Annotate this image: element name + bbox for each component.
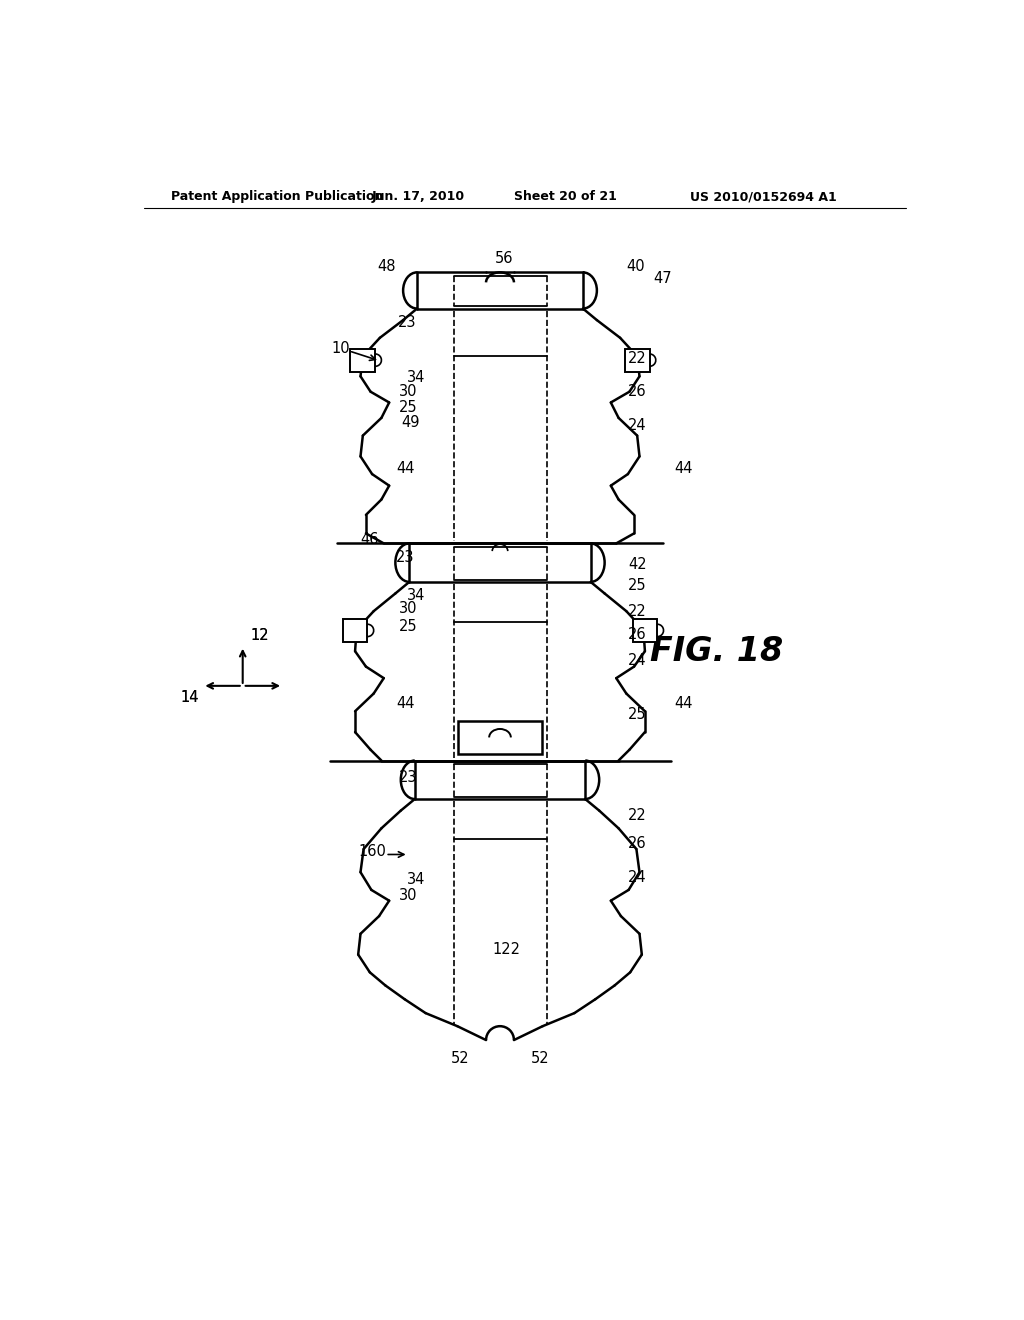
- Text: 44: 44: [675, 461, 693, 477]
- Text: 23: 23: [397, 315, 416, 330]
- Text: 34: 34: [408, 371, 426, 385]
- Text: 25: 25: [628, 578, 646, 593]
- Text: 12: 12: [251, 628, 269, 643]
- Text: 48: 48: [377, 259, 395, 273]
- Text: 10: 10: [332, 341, 350, 356]
- Text: 122: 122: [493, 941, 520, 957]
- Text: 30: 30: [399, 602, 418, 616]
- Text: 34: 34: [408, 873, 426, 887]
- Bar: [350, 348, 375, 372]
- Text: 25: 25: [628, 706, 646, 722]
- Text: 49: 49: [401, 414, 420, 430]
- Text: 146: 146: [490, 730, 518, 744]
- Text: 34: 34: [408, 589, 426, 603]
- Text: 14: 14: [181, 690, 200, 705]
- Text: 23: 23: [399, 770, 418, 785]
- Text: 14: 14: [181, 690, 200, 705]
- Text: US 2010/0152694 A1: US 2010/0152694 A1: [690, 190, 837, 203]
- Text: 26: 26: [628, 836, 646, 851]
- Text: Jun. 17, 2010: Jun. 17, 2010: [372, 190, 465, 203]
- Text: 46: 46: [360, 532, 379, 546]
- Text: 160: 160: [358, 843, 386, 859]
- Text: 47: 47: [653, 271, 672, 286]
- Text: 24: 24: [628, 870, 646, 886]
- Text: 56: 56: [495, 251, 513, 267]
- Text: 22: 22: [628, 351, 646, 366]
- Text: 30: 30: [399, 384, 418, 399]
- Text: 40: 40: [627, 259, 645, 273]
- Bar: [625, 348, 649, 372]
- Text: 44: 44: [396, 696, 415, 711]
- Text: 26: 26: [628, 384, 646, 399]
- Text: 52: 52: [531, 1051, 550, 1067]
- Text: 23: 23: [396, 549, 415, 565]
- Text: 44: 44: [396, 461, 415, 477]
- Text: 52: 52: [451, 1051, 469, 1067]
- Bar: [343, 619, 368, 642]
- Text: 22: 22: [628, 808, 646, 824]
- Text: 22: 22: [628, 603, 646, 619]
- Text: 44: 44: [675, 696, 693, 711]
- Text: 26: 26: [628, 627, 646, 642]
- Text: 24: 24: [628, 418, 646, 433]
- Text: 42: 42: [628, 557, 646, 573]
- Text: 30: 30: [399, 888, 418, 903]
- Text: Patent Application Publication: Patent Application Publication: [171, 190, 383, 203]
- Text: 12: 12: [251, 628, 269, 643]
- Bar: [633, 619, 657, 642]
- Text: 25: 25: [399, 619, 418, 634]
- Text: Sheet 20 of 21: Sheet 20 of 21: [514, 190, 617, 203]
- Text: 24: 24: [628, 653, 646, 668]
- Text: 25: 25: [399, 400, 418, 414]
- Bar: [458, 721, 542, 755]
- Text: FIG. 18: FIG. 18: [650, 635, 783, 668]
